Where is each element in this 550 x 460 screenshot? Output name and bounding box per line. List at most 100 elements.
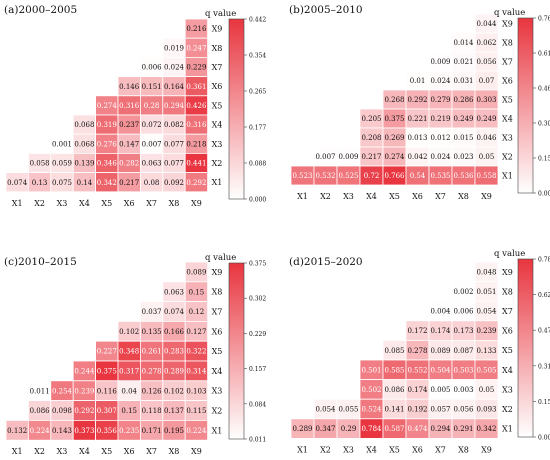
colorbar-tick-label: 0.314 — [538, 363, 550, 370]
cell-value-label: 0.558 — [476, 172, 496, 180]
column-label: X6 — [124, 199, 135, 208]
cell-value-label: 0.077 — [164, 160, 184, 168]
cell-value-label: 0.504 — [430, 366, 451, 374]
cell-value-label: 0.023 — [453, 153, 473, 161]
cell-value-label: 0.192 — [407, 406, 427, 414]
cell-value-label: 0.007 — [315, 153, 335, 161]
cell-value-label: 0.216 — [186, 25, 207, 33]
colorbar-label: q value — [205, 253, 236, 263]
cell-value-label: 0.056 — [453, 406, 474, 414]
row-label: X7 — [502, 307, 513, 316]
cell-value-label: 0.286 — [453, 96, 474, 104]
colorbar — [228, 262, 245, 440]
row-label: X6 — [212, 327, 223, 336]
cell-value-label: 0.068 — [74, 121, 94, 129]
cell-value-label: 0.524 — [361, 406, 382, 414]
cell-value-label: 0.72 — [364, 172, 380, 180]
cell-value-label: 0.278 — [142, 368, 162, 376]
cell-value-label: 0.171 — [142, 427, 162, 435]
row-label: X2 — [212, 407, 223, 416]
cell-value-label: 0.766 — [384, 172, 405, 180]
cell-value-label: 0.146 — [119, 83, 140, 91]
colorbar-label: q value — [494, 8, 525, 18]
heatmap-cell — [474, 165, 499, 186]
cell-value-label: 0.279 — [430, 96, 450, 104]
cell-value-label: 0.143 — [52, 427, 72, 435]
row-label: X5 — [212, 101, 223, 110]
cell-value-label: 0.292 — [186, 179, 206, 187]
cell-value-label: 0.235 — [119, 427, 139, 435]
cell-value-label: 0.221 — [407, 115, 427, 123]
cell-value-label: 0.294 — [430, 425, 451, 433]
cell-value-label: 0.127 — [186, 328, 206, 336]
cell-value-label: 0.087 — [453, 347, 473, 355]
cell-value-label: 0.195 — [164, 427, 184, 435]
column-label: X2 — [34, 199, 45, 208]
cell-value-label: 0.291 — [453, 425, 473, 433]
cell-value-label: 0.282 — [119, 160, 139, 168]
colorbar-label: q value — [205, 9, 236, 19]
cell-value-label: 0.292 — [407, 96, 427, 104]
cell-value-label: 0.082 — [164, 121, 184, 129]
cell-value-label: 0.037 — [142, 308, 162, 316]
column-label: X8 — [458, 445, 469, 454]
cell-value-label: 0.086 — [384, 386, 405, 394]
colorbar-tick-label: 0.157 — [538, 399, 550, 406]
column-label: X4 — [366, 192, 377, 201]
cell-value-label: 0.15 — [189, 288, 205, 296]
cell-value-label: 0.044 — [476, 20, 497, 28]
colorbar-tick-label: 0.157 — [249, 366, 266, 373]
row-label: X9 — [212, 268, 223, 277]
cell-value-label: 0.474 — [407, 425, 428, 433]
cell-value-label: 0.174 — [430, 327, 451, 335]
row-label: X9 — [502, 20, 513, 29]
cell-value-label: 0.244 — [74, 368, 95, 376]
column-label: X5 — [101, 199, 112, 208]
cell-value-label: 0.585 — [384, 366, 404, 374]
cell-value-label: 0.139 — [74, 160, 94, 168]
cell-value-label: 0.375 — [384, 115, 404, 123]
cell-value-label: 0.505 — [476, 366, 496, 374]
colorbar — [517, 258, 534, 438]
cell-value-label: 0.063 — [164, 288, 184, 296]
row-label: X4 — [212, 367, 223, 376]
column-label: X7 — [435, 445, 446, 454]
row-label: X3 — [212, 140, 223, 149]
cell-value-label: 0.085 — [384, 347, 404, 355]
panel-title: (b)2005–2010 — [289, 4, 363, 16]
cell-value-label: 0.072 — [142, 121, 162, 129]
cell-value-label: 0.054 — [476, 308, 497, 316]
cell-value-label: 0.247 — [186, 44, 206, 52]
colorbar-label: q value — [494, 249, 525, 259]
cell-value-label: 0.147 — [119, 140, 139, 148]
cell-value-label: 0.08 — [144, 179, 160, 187]
column-label: X6 — [412, 445, 423, 454]
cell-value-label: 0.002 — [453, 288, 473, 296]
cell-value-label: 0.098 — [52, 407, 72, 415]
row-label: X1 — [212, 178, 223, 187]
heatmap-panel-1: (a)2000–2005 0.216 X9 0.019 0.247 X8 0.006 0.02… — [4, 4, 266, 208]
row-label: X5 — [212, 347, 223, 356]
cell-value-label: 0.115 — [186, 407, 206, 415]
cell-value-label: 0.003 — [453, 386, 473, 394]
colorbar-tick-label: 0.766 — [538, 16, 550, 23]
cell-value-label: 0.054 — [315, 406, 336, 414]
cell-value-label: 0.068 — [74, 140, 94, 148]
cell-value-label: 0.342 — [476, 425, 496, 433]
heatmap-cell — [184, 419, 208, 441]
cell-value-label: 0.103 — [186, 387, 206, 395]
cell-value-label: 0.249 — [476, 115, 496, 123]
cell-value-label: 0.089 — [186, 269, 206, 277]
row-label: X8 — [502, 39, 513, 48]
cell-value-label: 0.29 — [341, 425, 357, 433]
column-label: X7 — [146, 199, 157, 208]
colorbar-tick-label: 0.011 — [249, 437, 266, 444]
cell-value-label: 0.319 — [97, 121, 117, 129]
row-label: X5 — [502, 346, 513, 355]
cell-value-label: 0.074 — [164, 308, 185, 316]
cell-value-label: 0.316 — [119, 102, 140, 110]
cell-value-label: 0.373 — [74, 427, 94, 435]
cell-value-label: 0.348 — [119, 348, 139, 356]
